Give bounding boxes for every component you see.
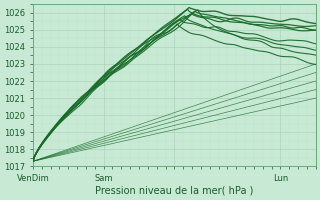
X-axis label: Pression niveau de la mer( hPa ): Pression niveau de la mer( hPa ): [95, 186, 253, 196]
